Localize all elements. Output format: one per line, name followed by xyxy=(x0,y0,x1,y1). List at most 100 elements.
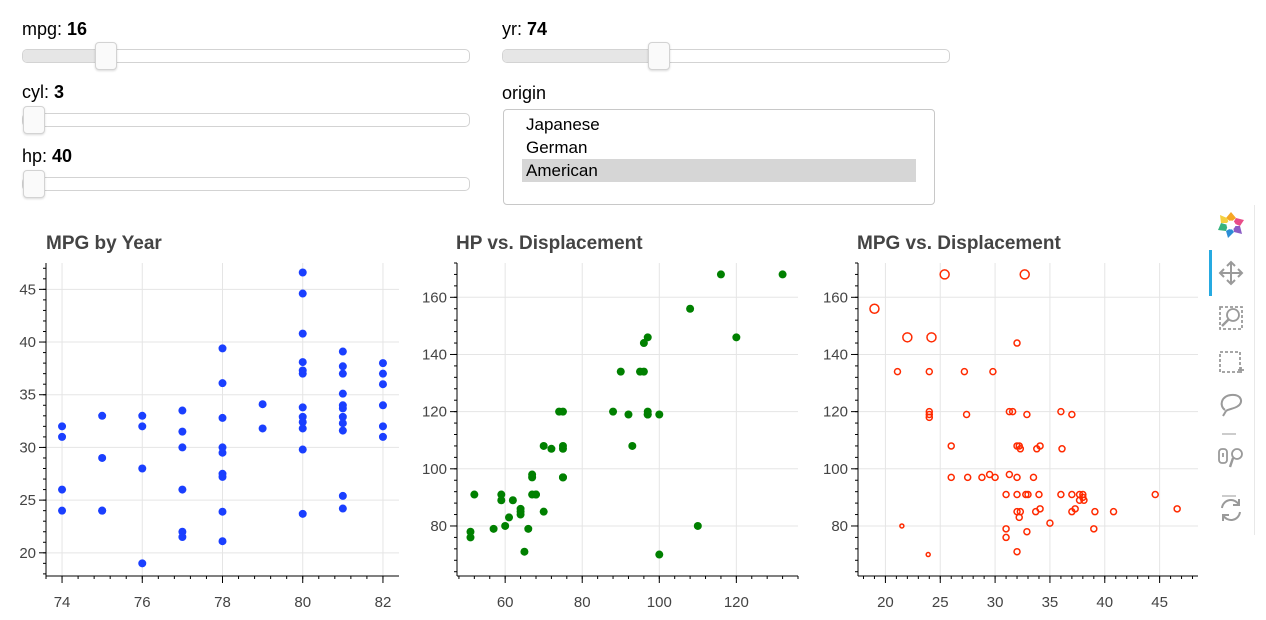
hp-slider-track[interactable] xyxy=(22,170,470,198)
data-point xyxy=(1013,473,1021,482)
data-point xyxy=(218,379,227,388)
plot-title: MPG by Year xyxy=(46,233,162,254)
cyl-slider-handle[interactable] xyxy=(23,106,45,134)
data-point xyxy=(655,410,664,419)
yr-slider-value: 74 xyxy=(527,19,548,39)
data-point xyxy=(58,422,67,431)
data-point xyxy=(470,490,479,499)
box-zoom-icon[interactable] xyxy=(1216,303,1246,333)
y-tick-label: 100 xyxy=(823,461,848,478)
data-point xyxy=(378,401,387,410)
hp-slider-handle[interactable] xyxy=(23,170,45,198)
data-point xyxy=(686,304,695,313)
data-point xyxy=(497,490,506,499)
data-point xyxy=(218,344,227,353)
data-point xyxy=(1068,410,1076,419)
y-tick-label: 120 xyxy=(422,404,447,421)
data-point xyxy=(899,523,905,529)
data-point xyxy=(378,422,387,431)
hover-icon[interactable] xyxy=(1216,443,1246,473)
reset-icon[interactable] xyxy=(1216,495,1246,525)
yr-slider-track[interactable] xyxy=(502,42,950,70)
yr-slider-widget: yr: 74 xyxy=(502,19,950,70)
data-point xyxy=(298,424,307,433)
box-select-icon[interactable] xyxy=(1216,347,1246,377)
x-tick-label: 80 xyxy=(574,594,591,611)
yr-slider-label: yr: xyxy=(502,19,522,39)
data-point xyxy=(218,537,227,546)
data-point xyxy=(298,358,307,367)
y-tick-label: 20 xyxy=(19,545,36,562)
data-point xyxy=(1058,445,1066,453)
yr-slider-fill xyxy=(503,50,656,62)
data-point xyxy=(338,419,347,428)
data-point xyxy=(639,367,648,376)
data-point xyxy=(497,496,506,505)
data-point xyxy=(338,412,347,421)
data-point xyxy=(178,485,187,494)
origin-option-german[interactable]: German xyxy=(526,138,588,157)
y-tick-label: 140 xyxy=(823,346,848,363)
data-point xyxy=(643,410,652,419)
x-tick-label: 35 xyxy=(1042,594,1059,611)
data-point xyxy=(1013,547,1021,556)
data-point xyxy=(58,485,67,494)
data-point xyxy=(628,441,637,450)
data-point xyxy=(1046,519,1054,527)
x-tick-label: 78 xyxy=(214,594,231,611)
mpg-slider-widget: mpg: 16 xyxy=(22,19,470,70)
data-point xyxy=(869,303,880,314)
pan-icon[interactable] xyxy=(1216,258,1246,288)
data-point xyxy=(1005,407,1014,416)
y-tick-label: 80 xyxy=(430,518,447,535)
x-tick-label: 120 xyxy=(724,594,749,611)
data-point xyxy=(298,289,307,298)
data-point xyxy=(939,269,950,280)
origin-multiselect[interactable]: Japanese German American xyxy=(503,109,935,205)
data-point xyxy=(655,550,664,559)
mpg-slider-fill xyxy=(23,50,100,62)
data-point xyxy=(378,369,387,378)
x-tick-label: 40 xyxy=(1096,594,1113,611)
data-point xyxy=(505,513,514,522)
data-point xyxy=(558,473,567,482)
bokeh-logo-icon[interactable] xyxy=(1216,210,1246,240)
x-tick-label: 25 xyxy=(932,594,949,611)
data-point xyxy=(338,347,347,356)
cyl-slider-track[interactable] xyxy=(22,106,470,134)
y-tick-label: 40 xyxy=(19,334,36,351)
mpg-slider-label: mpg: xyxy=(22,19,63,39)
origin-option-japanese[interactable]: Japanese xyxy=(526,115,600,134)
plot-1: MPG by Year 74 76 78 80 82 20 25 30 35 40 45 xyxy=(19,233,399,611)
yr-slider-handle[interactable] xyxy=(647,42,670,70)
data-point xyxy=(926,332,937,343)
data-point xyxy=(960,367,969,376)
data-point xyxy=(1024,490,1032,499)
lasso-select-icon[interactable] xyxy=(1216,389,1246,419)
data-point xyxy=(1016,445,1025,453)
data-point xyxy=(338,504,347,513)
x-tick-label: 30 xyxy=(987,594,1004,611)
data-point xyxy=(508,496,517,505)
y-tick-label: 30 xyxy=(19,439,36,456)
mpg-slider-handle[interactable] xyxy=(95,42,118,70)
data-point xyxy=(1015,513,1023,522)
data-point xyxy=(298,509,307,518)
data-point xyxy=(138,559,147,568)
data-point xyxy=(643,333,652,342)
data-point xyxy=(298,403,307,412)
data-point xyxy=(98,411,107,420)
data-point xyxy=(1013,490,1021,499)
hp-slider-label: hp: xyxy=(22,146,48,166)
plot-2: HP vs. Displacement 60 80 100 120 80 100 120 140… xyxy=(422,233,799,611)
mpg-slider-track[interactable] xyxy=(22,42,470,70)
origin-option-american[interactable]: American xyxy=(522,159,916,182)
data-point xyxy=(98,506,107,515)
data-point xyxy=(985,470,994,479)
data-point xyxy=(1008,407,1017,416)
data-point xyxy=(978,473,986,482)
plot-3: MPG vs. Displacement 20 25 30 35 40 45 80 100 120… xyxy=(823,233,1198,611)
data-point xyxy=(925,367,934,376)
data-point xyxy=(1080,496,1088,505)
